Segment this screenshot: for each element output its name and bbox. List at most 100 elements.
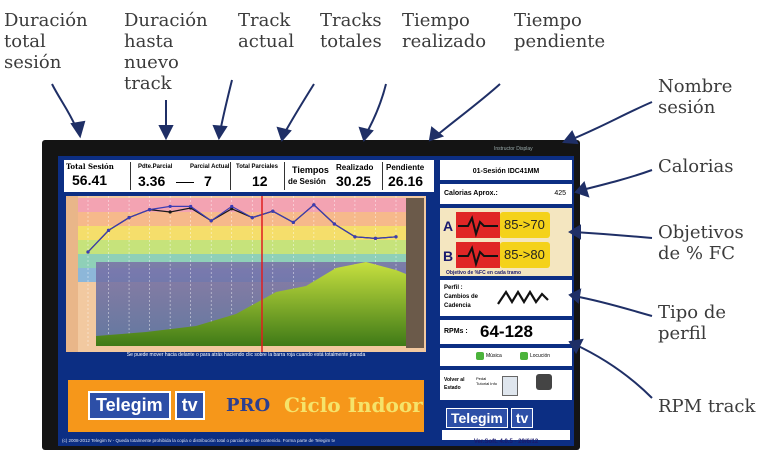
calorias-label: Calorias Aprox.: [444, 190, 498, 197]
data-point [230, 207, 234, 211]
separator-dash [176, 182, 194, 183]
data-point [106, 228, 111, 232]
parcial-actual-value: 7 [204, 173, 212, 189]
pedal-tutorial-label: Pedal Tutorial Info [476, 376, 497, 386]
data-point [373, 236, 378, 240]
total-parciales-value: 12 [252, 173, 268, 189]
callout-duracion-total: Duración total sesión [4, 10, 88, 73]
data-point [291, 220, 295, 224]
perfil-label-2: Cambios de [444, 294, 479, 300]
hr-scale [406, 198, 424, 348]
objectives-caption: Objetivo de %FC en cada tramo [446, 270, 522, 276]
data-point [353, 235, 357, 239]
callout-calorias: Calorias [658, 156, 734, 177]
callout-track-actual: Track actual [238, 10, 295, 52]
perfil-box: Perfil : Cambios de Cadencia [440, 280, 572, 316]
chart-canvas [66, 196, 426, 352]
small-logo-name: Telegim [446, 408, 508, 428]
total-parciales-label: Total Parciales [236, 164, 278, 170]
objective-a-letter: A [443, 218, 454, 234]
brand-pro: PRO [226, 395, 271, 416]
pendiente-label: Pendiente [386, 163, 425, 172]
perfil-label-1: Perfil : [444, 285, 463, 291]
calorias-value: 425 [554, 190, 566, 197]
brand-banner: Telegim tv PRO Ciclo Indoor [68, 380, 424, 432]
data-point [271, 209, 275, 213]
data-point [394, 235, 398, 239]
data-point [230, 204, 234, 208]
data-point [127, 216, 131, 220]
logo-name: Telegim [88, 390, 171, 420]
voice-label: Locución [530, 353, 551, 359]
calorias-box: Calorias Aprox.: 425 [440, 184, 572, 204]
perfil-label-3: Cadencia [444, 303, 471, 309]
data-point [332, 222, 336, 226]
volver-line-2[interactable]: Estado [444, 385, 461, 391]
data-point [86, 250, 90, 254]
chart-note: Se puede mover hacia delante o para atrá… [66, 352, 426, 372]
pdte-parcial-label: Pdte.Parcial [138, 164, 173, 170]
header-info-bar [64, 160, 434, 192]
callout-tracks-totales: Tracks totales [320, 10, 382, 52]
series-line [87, 203, 397, 253]
session-name: 01-Sesión IDC41MM [472, 168, 540, 175]
objective-b-pulse-icon [456, 242, 500, 268]
callout-tipo-perfil: Tipo de perfil [658, 302, 727, 344]
callout-rpm-track: RPM track [658, 396, 756, 417]
session-name-box: 01-Sesión IDC41MM [440, 160, 572, 180]
callout-nombre-sesion: Nombre sesión [658, 76, 733, 118]
realizado-label: Realizado [336, 163, 374, 172]
brand-product: Ciclo Indoor [284, 393, 423, 417]
rpm-label: RPMs : [444, 328, 468, 335]
terrain-profile [96, 262, 406, 346]
voice-toggle[interactable] [520, 352, 528, 360]
divider [130, 162, 131, 190]
objective-b-letter: B [443, 248, 454, 264]
volver-line-1[interactable]: Volver al [444, 377, 465, 383]
telegim-logo: Telegim tv [88, 390, 205, 420]
objective-a-badge: 85->70 [500, 212, 550, 238]
objective-a-pulse-icon [456, 212, 500, 238]
data-point [250, 216, 254, 220]
music-label: Música [486, 353, 502, 359]
data-point [189, 204, 193, 208]
rpm-value: 64-128 [480, 322, 533, 341]
audio-controls: Música Locución [440, 348, 572, 366]
rpm-box: RPMs : 64-128 [440, 320, 572, 344]
pdte-parcial-value: 3.36 [138, 173, 166, 189]
left-scale [66, 196, 78, 352]
parcial-actual-label: Parcial Actual [190, 164, 230, 170]
pendiente-value: 26.16 [388, 173, 424, 189]
session-profile-chart[interactable] [66, 196, 426, 352]
data-point [209, 219, 213, 223]
objective-b-badge: 85->80 [500, 242, 550, 268]
hr-zone-band [78, 240, 406, 254]
cadence-profile-icon [497, 289, 549, 305]
total-sesion-label: Total Sesión [66, 162, 114, 171]
copyright-footer: (c) 2008-2012 Telegim tv - Queda totalme… [62, 438, 335, 443]
callout-tiempo-pendiente: Tiempo pendiente [514, 10, 606, 52]
de-sesion-label: de Sesión [288, 177, 326, 186]
music-toggle[interactable] [476, 352, 484, 360]
data-point [312, 203, 316, 207]
hr-zone-band [78, 212, 406, 226]
small-logo-tv: tv [510, 408, 534, 428]
version-box: Ver.Soft. 4.0.5 - 29/6/12 [442, 430, 570, 445]
divider [230, 162, 231, 190]
hr-zone-band [78, 226, 406, 240]
objective-a-value: 85->70 [504, 217, 545, 232]
document-icon[interactable] [502, 376, 518, 396]
divider [284, 162, 285, 190]
data-point [168, 210, 172, 214]
logo-tv: tv [174, 390, 205, 420]
callout-tiempo-realizado: Tiempo realizado [402, 10, 487, 52]
controls-box: Volver al Estado Pedal Tutorial Info [440, 370, 572, 400]
total-sesion-value: 56.41 [72, 172, 108, 188]
tiempos-label: Tiempos [292, 165, 329, 175]
pedal-icon[interactable] [536, 374, 552, 390]
objective-b-value: 85->80 [504, 247, 545, 262]
data-point [148, 208, 152, 212]
realizado-value: 30.25 [336, 173, 372, 189]
data-point [168, 204, 172, 208]
divider [382, 162, 383, 190]
